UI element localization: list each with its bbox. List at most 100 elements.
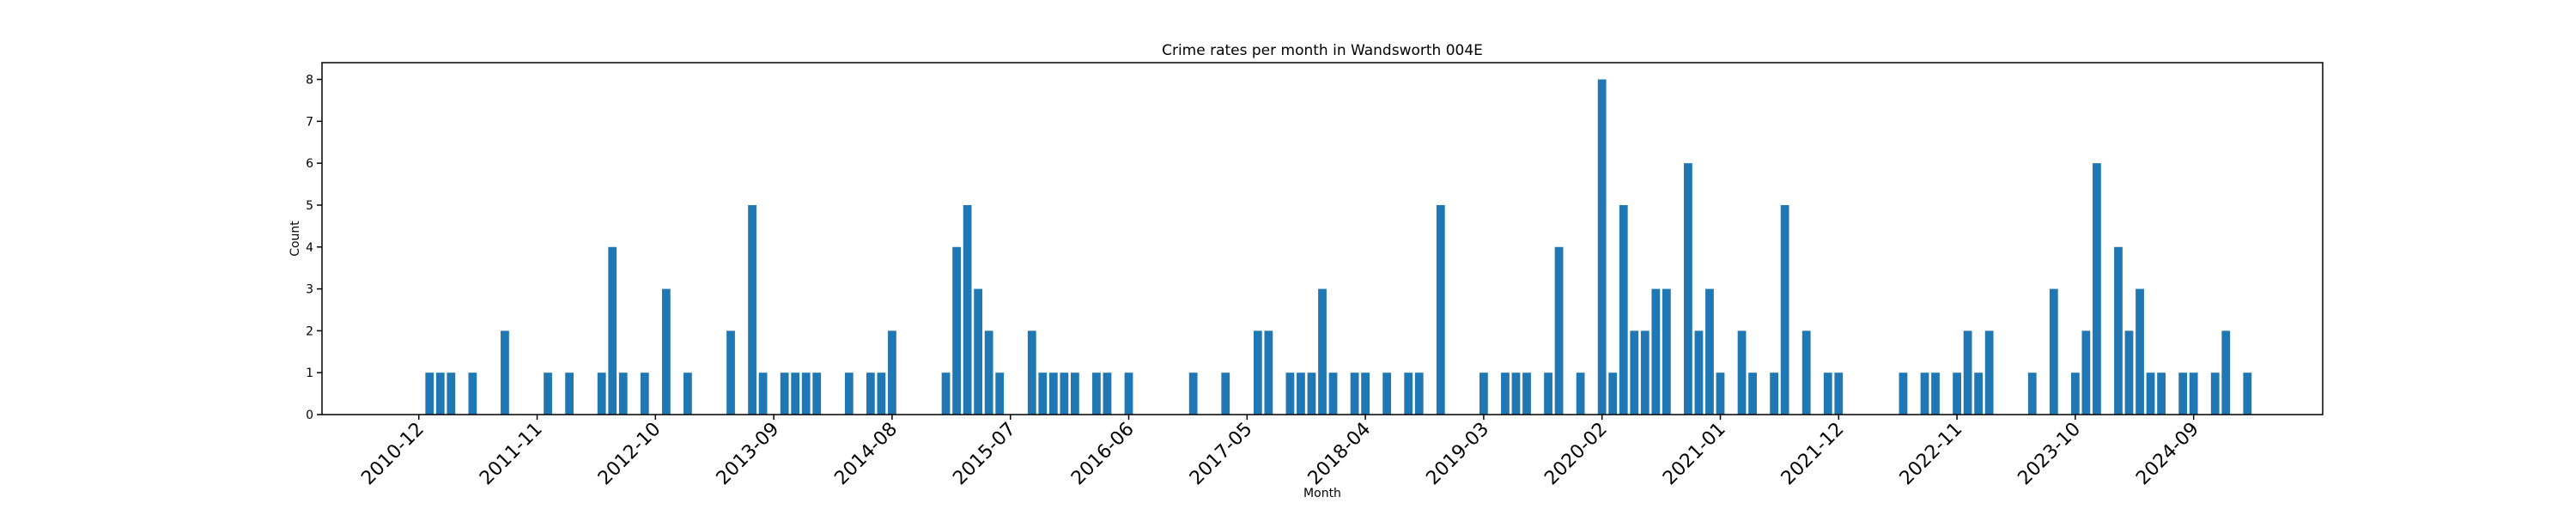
- bar-2021-07: [1780, 204, 1789, 415]
- bar-2024-02: [2114, 246, 2123, 415]
- bar-2018-06: [1382, 373, 1392, 415]
- bar-2020-03: [1608, 373, 1618, 415]
- bar-2017-11: [1307, 373, 1316, 415]
- x-axis-ticks: 2010-12 2011-11 2012-10 2013-09 2014-08 2015-…: [357, 415, 2203, 489]
- bar-2024-08: [2178, 373, 2188, 415]
- x-tick-label: 2019-03: [1422, 419, 1493, 490]
- bar-2011-12: [544, 373, 552, 415]
- bar-2017-10: [1297, 373, 1305, 415]
- bar-2024-12: [2221, 330, 2231, 415]
- y-axis-ticks: 0 1 2 3 4 5 6 7 8: [306, 74, 322, 422]
- bar-2013-12: [801, 373, 811, 415]
- bar-2023-08: [2049, 288, 2058, 415]
- bar-2015-12: [1060, 373, 1069, 415]
- bar-2021-03: [1737, 330, 1747, 415]
- bar-2019-09: [1544, 373, 1552, 415]
- x-tick-label: 2016-06: [1067, 419, 1139, 490]
- x-tick-label: 2013-09: [713, 419, 784, 490]
- bar-2022-12: [1963, 330, 1972, 415]
- bar-2011-01: [425, 373, 434, 415]
- y-tick-label: 8: [306, 74, 313, 88]
- bar-2012-07: [618, 373, 628, 415]
- bar-2020-11: [1694, 330, 1704, 415]
- bar-2015-05: [984, 330, 993, 415]
- x-axis-label: Month: [1303, 487, 1341, 500]
- y-tick-label: 6: [306, 157, 313, 171]
- bar-2016-01: [1071, 373, 1079, 415]
- bar-2018-04: [1361, 373, 1370, 415]
- bar-2012-02: [565, 373, 574, 415]
- bar-2013-05: [726, 330, 735, 415]
- bar-2011-03: [447, 373, 456, 415]
- bar-2019-12: [1576, 373, 1585, 415]
- x-tick-label: 2021-12: [1777, 419, 1849, 490]
- bar-2019-10: [1554, 246, 1564, 415]
- bar-2021-04: [1748, 373, 1757, 415]
- x-tick-label: 2010-12: [357, 419, 428, 490]
- bar-2015-01: [941, 373, 951, 415]
- bar-2020-10: [1684, 163, 1692, 415]
- bar-2018-08: [1404, 373, 1413, 415]
- y-axis-label: Count: [289, 221, 302, 257]
- bar-2025-02: [2243, 373, 2252, 415]
- bar-2012-11: [661, 288, 671, 415]
- y-tick-label: 1: [306, 367, 313, 380]
- bar-2018-09: [1414, 373, 1424, 415]
- x-tick-label: 2011-11: [476, 419, 547, 490]
- x-tick-label: 2024-09: [2132, 419, 2203, 490]
- bar-2021-12: [1834, 373, 1844, 415]
- bar-2022-06: [1899, 373, 1908, 415]
- bar-2011-05: [468, 373, 477, 415]
- bar-2020-02: [1597, 79, 1607, 415]
- x-tick-label: 2014-08: [830, 419, 902, 490]
- bar-2020-08: [1662, 288, 1671, 415]
- bar-2023-06: [2027, 373, 2037, 415]
- bar-2013-07: [748, 204, 756, 415]
- bar-2013-01: [683, 373, 692, 415]
- bar-2012-09: [640, 373, 649, 415]
- bar-2022-09: [1931, 373, 1940, 415]
- bar-2015-03: [963, 204, 972, 415]
- bar-2022-11: [1953, 373, 1961, 415]
- x-tick-label: 2018-04: [1304, 419, 1376, 490]
- chart-title: Crime rates per month in Wandsworth 004E: [1162, 42, 1483, 59]
- bar-2019-07: [1522, 373, 1531, 415]
- bar-2019-05: [1501, 373, 1510, 415]
- bar-2019-06: [1511, 373, 1521, 415]
- bar-2017-12: [1318, 288, 1327, 415]
- bar-2018-03: [1350, 373, 1359, 415]
- bar-2018-01: [1328, 373, 1338, 415]
- plot-frame: [321, 62, 2324, 415]
- bar-2023-01: [1974, 373, 1984, 415]
- bar-2020-05: [1630, 330, 1639, 415]
- bar-2019-03: [1479, 373, 1488, 415]
- bar-2014-04: [844, 373, 854, 415]
- bar-2018-11: [1436, 204, 1445, 415]
- bar-2024-06: [2157, 373, 2166, 415]
- bar-2016-03: [1092, 373, 1101, 415]
- bar-2012-05: [597, 373, 606, 415]
- bar-2023-02: [1984, 330, 1994, 415]
- x-tick-label: 2023-10: [2014, 419, 2085, 490]
- bar-2015-02: [952, 246, 961, 415]
- y-tick-label: 5: [306, 199, 313, 213]
- x-tick-label: 2021-01: [1659, 419, 1730, 490]
- x-tick-label: 2017-05: [1186, 419, 1257, 490]
- x-tick-label: 2022-11: [1896, 419, 1967, 490]
- bar-2020-07: [1651, 288, 1661, 415]
- x-tick-label: 2015-07: [949, 419, 1020, 490]
- bar-2015-10: [1038, 373, 1048, 415]
- bar-2024-03: [2124, 330, 2134, 415]
- x-tick-label: 2020-02: [1540, 419, 1612, 490]
- bar-2024-09: [2189, 373, 2198, 415]
- bar-2011-08: [501, 330, 509, 415]
- y-tick-label: 7: [306, 115, 313, 129]
- bar-2023-11: [2081, 330, 2091, 415]
- bar-2016-06: [1124, 373, 1133, 415]
- bar-2017-03: [1221, 373, 1230, 415]
- bar-2014-01: [812, 373, 822, 415]
- bar-2023-12: [2093, 163, 2101, 415]
- bar-2012-06: [608, 246, 617, 415]
- bar-2011-02: [435, 373, 445, 415]
